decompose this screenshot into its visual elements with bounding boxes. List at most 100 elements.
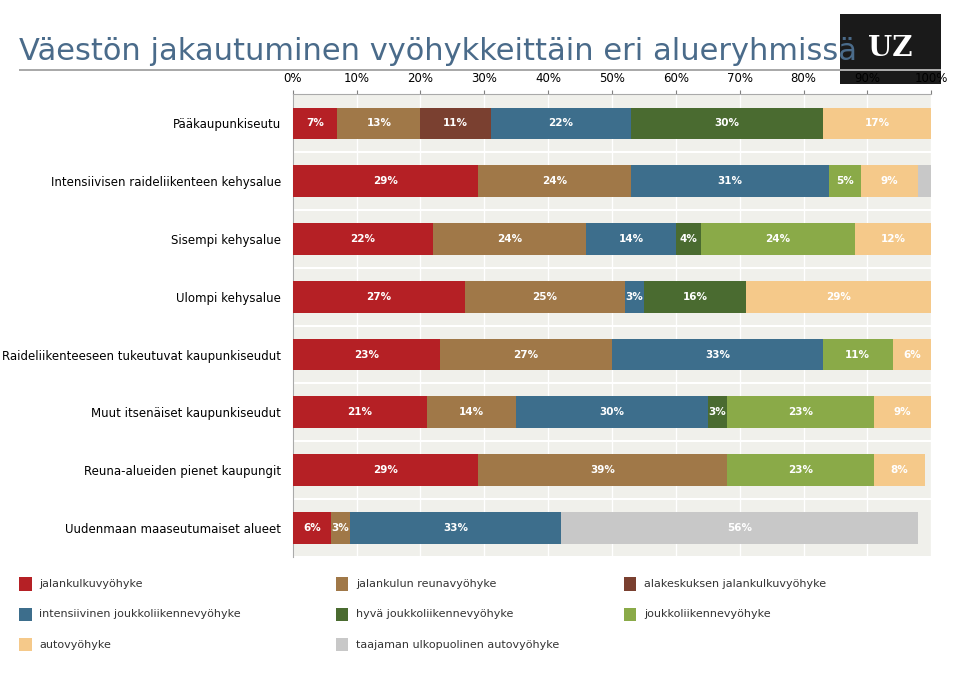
Bar	[561, 512, 919, 544]
Text: 29%: 29%	[372, 465, 397, 475]
Bar	[293, 339, 440, 371]
Text: 3%: 3%	[626, 292, 643, 302]
Bar	[727, 454, 874, 486]
Bar	[433, 223, 587, 255]
Text: 9%: 9%	[894, 408, 911, 417]
Text: 3%: 3%	[332, 523, 349, 533]
Text: 30%: 30%	[599, 408, 625, 417]
FancyBboxPatch shape	[624, 608, 636, 621]
Bar	[293, 454, 478, 486]
Text: jalankulun reunavyöhyke: jalankulun reunavyöhyke	[356, 579, 496, 589]
Bar	[631, 107, 823, 139]
FancyBboxPatch shape	[624, 577, 636, 591]
Text: 8%: 8%	[891, 465, 908, 475]
Bar	[466, 281, 625, 313]
Text: 23%: 23%	[788, 408, 813, 417]
Text: 23%: 23%	[353, 350, 378, 360]
Text: jalankulkuvyöhyke: jalankulkuvyöhyke	[39, 579, 143, 589]
Text: 12%: 12%	[880, 234, 905, 244]
Bar	[331, 512, 350, 544]
Text: hyvä joukkoliikennevyöhyke: hyvä joukkoliikennevyöhyke	[356, 610, 514, 619]
Bar	[293, 165, 478, 197]
Text: 14%: 14%	[618, 234, 644, 244]
Bar	[874, 396, 931, 428]
Bar	[829, 165, 861, 197]
Bar	[823, 339, 893, 371]
Bar	[612, 339, 823, 371]
Text: 25%: 25%	[533, 292, 558, 302]
Text: 17%: 17%	[864, 118, 890, 128]
Text: 24%: 24%	[497, 234, 522, 244]
Bar	[702, 223, 854, 255]
FancyBboxPatch shape	[336, 608, 348, 621]
Text: 6%: 6%	[303, 523, 321, 533]
Text: alakeskuksen jalankulkuvyöhyke: alakeskuksen jalankulkuvyöhyke	[644, 579, 827, 589]
FancyBboxPatch shape	[336, 638, 348, 651]
Bar	[823, 107, 931, 139]
Bar	[676, 223, 702, 255]
Text: 11%: 11%	[846, 350, 871, 360]
Text: Väestön jakautuminen vyöhykkeittäin eri alueryhmissä: Väestön jakautuminen vyöhykkeittäin eri …	[19, 37, 857, 66]
Text: 27%: 27%	[514, 350, 539, 360]
Bar	[293, 396, 427, 428]
Text: 31%: 31%	[718, 176, 743, 186]
Text: joukkoliikennevyöhyke: joukkoliikennevyöhyke	[644, 610, 771, 619]
Bar	[919, 165, 931, 197]
Bar	[478, 454, 727, 486]
Text: 21%: 21%	[348, 408, 372, 417]
Text: 24%: 24%	[765, 234, 790, 244]
FancyBboxPatch shape	[19, 608, 32, 621]
Bar	[293, 107, 338, 139]
Text: taajaman ulkopuolinen autovyöhyke: taajaman ulkopuolinen autovyöhyke	[356, 640, 560, 649]
Bar	[338, 107, 420, 139]
Bar	[861, 165, 919, 197]
FancyBboxPatch shape	[19, 577, 32, 591]
Text: 11%: 11%	[444, 118, 468, 128]
FancyBboxPatch shape	[19, 638, 32, 651]
Text: 39%: 39%	[590, 465, 614, 475]
Text: 22%: 22%	[548, 118, 573, 128]
Text: intensiivinen joukkoliikennevyöhyke: intensiivinen joukkoliikennevyöhyke	[39, 610, 241, 619]
Text: autovyöhyke: autovyöhyke	[39, 640, 111, 649]
Text: UZ: UZ	[868, 36, 913, 63]
Text: 6%: 6%	[903, 350, 921, 360]
Text: 33%: 33%	[444, 523, 468, 533]
Text: 16%: 16%	[683, 292, 708, 302]
Bar	[587, 223, 676, 255]
Bar	[293, 512, 331, 544]
Text: 27%: 27%	[367, 292, 392, 302]
Text: 23%: 23%	[788, 465, 813, 475]
Text: 24%: 24%	[542, 176, 567, 186]
FancyBboxPatch shape	[336, 577, 348, 591]
Bar	[727, 396, 874, 428]
Text: 4%: 4%	[680, 234, 698, 244]
Bar	[708, 396, 727, 428]
Text: 13%: 13%	[367, 118, 392, 128]
Text: 22%: 22%	[350, 234, 375, 244]
Bar	[874, 454, 924, 486]
Text: 29%: 29%	[827, 292, 852, 302]
Text: 30%: 30%	[714, 118, 739, 128]
Bar	[293, 223, 433, 255]
Bar	[427, 396, 516, 428]
Text: 7%: 7%	[306, 118, 324, 128]
Text: 9%: 9%	[881, 176, 899, 186]
Bar	[631, 165, 829, 197]
Bar	[440, 339, 612, 371]
Text: 56%: 56%	[727, 523, 753, 533]
Bar	[350, 512, 561, 544]
Text: 5%: 5%	[836, 176, 853, 186]
Text: 33%: 33%	[705, 350, 730, 360]
Bar	[746, 281, 931, 313]
Text: 3%: 3%	[708, 408, 726, 417]
Bar	[644, 281, 746, 313]
Bar	[420, 107, 491, 139]
Text: 29%: 29%	[372, 176, 397, 186]
Bar	[293, 281, 466, 313]
Bar	[478, 165, 631, 197]
Text: 14%: 14%	[459, 408, 484, 417]
Bar	[516, 396, 708, 428]
Bar	[625, 281, 644, 313]
Bar	[491, 107, 631, 139]
Bar	[854, 223, 931, 255]
